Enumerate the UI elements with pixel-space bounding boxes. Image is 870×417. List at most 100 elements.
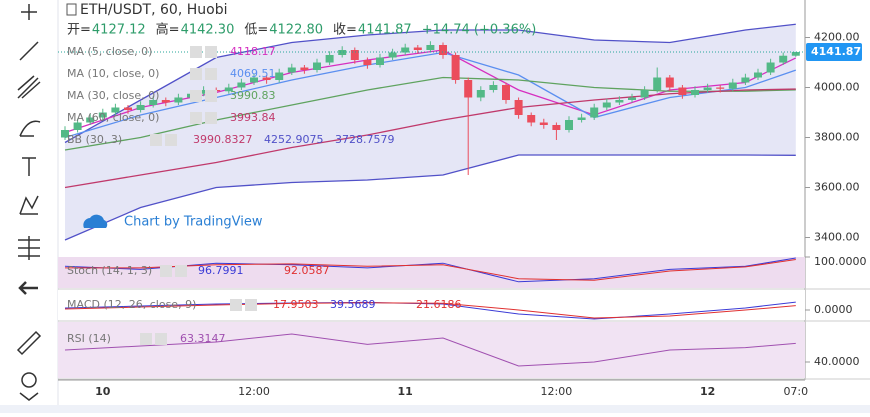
close-icon[interactable] bbox=[205, 68, 217, 80]
candle-body bbox=[275, 72, 284, 80]
candle-body bbox=[464, 80, 473, 98]
ohlc-value: 4141.87 bbox=[358, 23, 412, 38]
legend-name: MACD (12, 26, close, 9) bbox=[67, 298, 196, 311]
candle-body bbox=[552, 125, 561, 130]
y-tick-label: 4200.00 bbox=[814, 31, 860, 44]
bb-lower bbox=[64, 154, 796, 241]
collapse-tool[interactable] bbox=[19, 392, 39, 401]
symbol: ETH/USDT, 60, Huobi bbox=[80, 2, 227, 18]
legend-name: RSI (14) bbox=[67, 332, 111, 345]
ohlc-prefix: 低= bbox=[244, 23, 268, 38]
candle-body bbox=[691, 90, 699, 95]
settings-icon[interactable] bbox=[190, 90, 202, 102]
y-tick-label: 40.0000 bbox=[814, 355, 860, 368]
text-tool[interactable] bbox=[22, 157, 36, 176]
legend-value: 3728.7579 bbox=[335, 133, 395, 146]
close-icon[interactable] bbox=[205, 46, 217, 58]
legend-name: MA (30, close, 0) bbox=[67, 89, 159, 102]
trend-line-tool[interactable] bbox=[19, 41, 39, 61]
settings-icon[interactable] bbox=[160, 265, 172, 277]
macd-line bbox=[64, 302, 796, 319]
ohlc-value: 4142.30 bbox=[181, 23, 235, 38]
bb-fill bbox=[65, 24, 796, 240]
candle-body bbox=[86, 117, 95, 123]
x-tick-label: 12:00 bbox=[541, 385, 573, 398]
candle-body bbox=[401, 47, 410, 53]
ohlc-value: 4122.80 bbox=[269, 23, 323, 38]
candle-body bbox=[224, 87, 233, 92]
legend-value: 92.0587 bbox=[284, 264, 330, 277]
candle-body bbox=[779, 55, 788, 63]
legend-value: 21.6186 bbox=[416, 298, 462, 311]
x-tick-label: 11 bbox=[398, 385, 413, 398]
legend-name: BB (30, 3) bbox=[67, 133, 122, 146]
legend-value: 39.5689 bbox=[330, 298, 376, 311]
settings-icon[interactable] bbox=[150, 134, 162, 146]
candle-body bbox=[111, 107, 120, 113]
settings-icon[interactable] bbox=[230, 299, 242, 311]
stoch-line bbox=[65, 258, 796, 281]
change: +14.74 (+0.36%) bbox=[422, 23, 537, 38]
settings-icon[interactable] bbox=[190, 112, 202, 124]
candle-body bbox=[250, 77, 258, 83]
close-icon[interactable] bbox=[175, 265, 187, 277]
pattern-tool[interactable] bbox=[19, 195, 39, 215]
candle-body bbox=[413, 47, 422, 50]
candle-body bbox=[363, 60, 372, 65]
candle-body bbox=[527, 115, 536, 123]
candle-body bbox=[338, 50, 347, 55]
legend-name: MA (5, close, 0) bbox=[67, 45, 152, 58]
ohlc-value: 4127.12 bbox=[92, 23, 146, 38]
y-tick-label: 3400.00 bbox=[814, 231, 860, 244]
candle-body bbox=[754, 72, 762, 78]
candle-body bbox=[98, 112, 107, 118]
candle-body bbox=[124, 107, 132, 110]
last-price-label: 4141.87 bbox=[811, 45, 861, 58]
close-icon[interactable] bbox=[245, 299, 257, 311]
legend-value: 4069.51 bbox=[230, 67, 276, 80]
candle-body bbox=[451, 55, 460, 80]
legend-value: 4252.9075 bbox=[264, 133, 324, 146]
legend-value: 4118.17 bbox=[230, 45, 276, 58]
candle-body bbox=[287, 67, 296, 73]
candle-body bbox=[439, 45, 447, 55]
close-icon[interactable] bbox=[205, 90, 217, 102]
brush-tool[interactable] bbox=[19, 120, 41, 137]
candle-body bbox=[590, 107, 599, 118]
candle-body bbox=[199, 90, 208, 94]
candle-body bbox=[678, 87, 687, 95]
candle-body bbox=[628, 97, 636, 100]
candle-body bbox=[602, 102, 611, 108]
candle-body bbox=[426, 45, 435, 50]
back-tool[interactable] bbox=[18, 281, 38, 295]
legend-name: MA (60, close, 0) bbox=[67, 111, 159, 124]
candle-body bbox=[174, 97, 183, 103]
close-icon[interactable] bbox=[155, 333, 167, 345]
candle-body bbox=[741, 77, 750, 83]
candle-body bbox=[136, 105, 145, 110]
legend-value: 3990.83 bbox=[230, 89, 276, 102]
candle-body bbox=[325, 55, 334, 63]
y-tick-label: 0.0000 bbox=[814, 303, 853, 316]
zoom-tool[interactable] bbox=[21, 372, 37, 388]
watermark: Chart by TradingView bbox=[124, 215, 263, 230]
bottom-strip bbox=[0, 405, 870, 413]
prediction-tool[interactable] bbox=[18, 236, 40, 260]
fib-tool[interactable] bbox=[17, 75, 41, 99]
x-tick-label: 12 bbox=[700, 385, 715, 398]
candle-body bbox=[703, 87, 712, 90]
close-icon[interactable] bbox=[205, 112, 217, 124]
settings-icon[interactable] bbox=[190, 46, 202, 58]
stoch-line bbox=[64, 257, 796, 283]
legend-value: 96.7991 bbox=[198, 264, 244, 277]
y-tick-label: 3600.00 bbox=[814, 181, 860, 194]
measure-tool[interactable] bbox=[16, 330, 42, 356]
close-icon[interactable] bbox=[165, 134, 177, 146]
candle-body bbox=[577, 117, 586, 120]
candle-body bbox=[539, 122, 548, 125]
x-tick-label: 07:0 bbox=[783, 385, 808, 398]
settings-icon[interactable] bbox=[190, 68, 202, 80]
candle-body bbox=[489, 85, 498, 90]
settings-icon[interactable] bbox=[140, 333, 152, 345]
